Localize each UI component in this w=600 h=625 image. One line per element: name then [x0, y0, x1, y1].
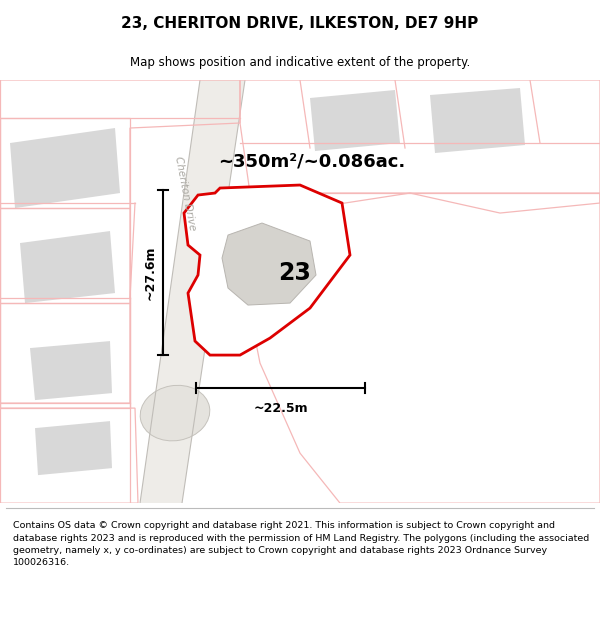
Text: Contains OS data © Crown copyright and database right 2021. This information is : Contains OS data © Crown copyright and d…: [13, 521, 589, 567]
Polygon shape: [30, 341, 112, 400]
Polygon shape: [35, 421, 112, 475]
Polygon shape: [310, 90, 400, 151]
Ellipse shape: [140, 386, 210, 441]
Text: ~27.6m: ~27.6m: [144, 245, 157, 300]
Polygon shape: [140, 80, 245, 503]
Text: Map shows position and indicative extent of the property.: Map shows position and indicative extent…: [130, 56, 470, 69]
Text: Cheriton Drive: Cheriton Drive: [173, 155, 197, 231]
Polygon shape: [10, 128, 120, 208]
Polygon shape: [20, 231, 115, 303]
Text: ~350m²/~0.086ac.: ~350m²/~0.086ac.: [218, 152, 405, 170]
Text: 23: 23: [278, 261, 311, 285]
Text: 23, CHERITON DRIVE, ILKESTON, DE7 9HP: 23, CHERITON DRIVE, ILKESTON, DE7 9HP: [121, 16, 479, 31]
Polygon shape: [222, 223, 316, 305]
Polygon shape: [430, 88, 525, 153]
Polygon shape: [184, 185, 350, 355]
Text: ~22.5m: ~22.5m: [253, 402, 308, 415]
